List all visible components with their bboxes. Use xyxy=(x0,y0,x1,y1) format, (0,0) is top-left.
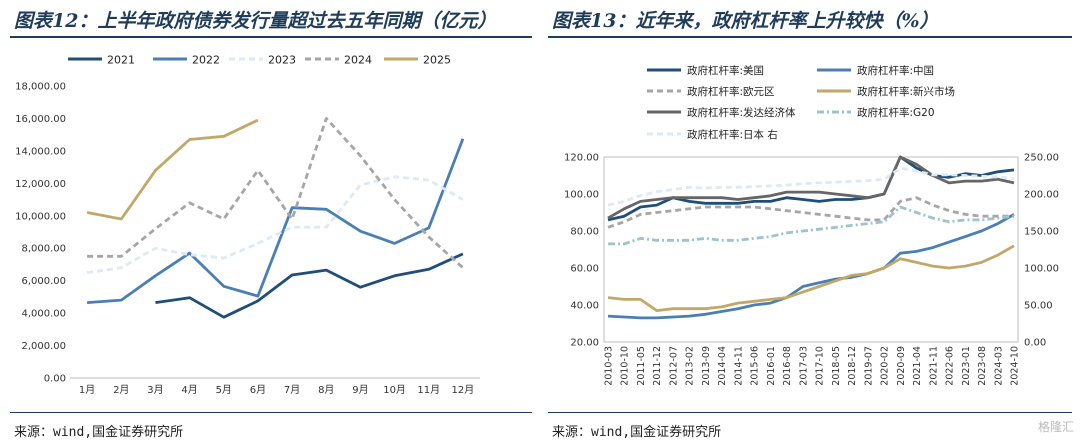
right-title-rule xyxy=(548,36,1072,38)
x-tick-label: 2015-06 xyxy=(750,346,761,386)
legend-label: 2023 xyxy=(268,54,296,67)
legend-label: 政府杠杆率:G20 xyxy=(857,106,935,119)
series-line-3 xyxy=(87,117,464,269)
y-left-tick-label: 120.00 xyxy=(564,153,599,164)
legend-label: 政府杠杆率:美国 xyxy=(687,64,764,77)
legend-label: 2022 xyxy=(192,54,220,67)
x-tick-label: 8月 xyxy=(318,384,334,396)
y-tick-label: 18,000.00 xyxy=(15,82,66,93)
y-right-tick-label: 100.00 xyxy=(1024,264,1059,275)
x-tick-label: 11月 xyxy=(417,384,440,396)
x-tick-label: 2024-03 xyxy=(993,346,1004,386)
legend-label: 政府杠杆率:欧元区 xyxy=(687,85,775,98)
x-tick-label: 2018-12 xyxy=(847,346,858,386)
y-right-tick-label: 250.00 xyxy=(1024,153,1059,164)
x-tick-label: 12月 xyxy=(452,384,475,396)
x-tick-label: 2022-06 xyxy=(945,346,956,386)
right-source-note: 来源：wind,国金证券研究所 xyxy=(552,425,722,440)
legend-label: 2021 xyxy=(107,54,135,67)
watermark-logo: 格隆汇 xyxy=(1037,420,1074,434)
right-source-rule xyxy=(548,412,1072,413)
x-tick-label: 2014-04 xyxy=(717,346,728,386)
x-tick-label: 2013-02 xyxy=(685,346,696,386)
x-tick-label: 2011-05 xyxy=(636,346,647,386)
y-tick-label: 8,000.00 xyxy=(21,244,66,255)
x-tick-label: 2024-10 xyxy=(1010,346,1021,386)
x-tick-label: 2月 xyxy=(113,384,129,396)
y-right-tick-label: 0.00 xyxy=(1024,338,1046,349)
left-chart: 0.00 2,000.00 4,000.00 6,000.00 8,000.00 10,0… xyxy=(15,54,480,396)
x-tick-label: 4月 xyxy=(181,384,197,396)
y-left-tick-label: 80.00 xyxy=(570,227,599,238)
series-line-0 xyxy=(155,252,464,319)
series-line-2 xyxy=(607,196,1014,229)
x-tick-label: 2020-09 xyxy=(896,346,907,386)
plot-frame xyxy=(603,156,1019,343)
x-tick-label: 2010-10 xyxy=(620,346,631,386)
y-left-tick-label: 20.00 xyxy=(570,338,599,349)
legend-label: 政府杠杆率:日本 右 xyxy=(687,128,778,141)
x-tick-label: 2017-03 xyxy=(798,346,809,386)
x-tick-label: 2020-02 xyxy=(880,346,891,386)
x-tick-label: 3月 xyxy=(147,384,163,396)
right-chart: 20.00 40.00 60.00 80.00 100.00 120.00 0.00 50.0… xyxy=(564,64,1059,386)
y-tick-label: 16,000.00 xyxy=(15,114,66,125)
y-right-tick-label: 200.00 xyxy=(1024,190,1059,201)
series-line-4 xyxy=(86,118,259,221)
x-tick-label: 2012-07 xyxy=(668,346,679,386)
y-tick-label: 2,000.00 xyxy=(21,341,66,352)
y-left-tick-label: 100.00 xyxy=(564,190,599,201)
x-tick-label: 1月 xyxy=(79,384,95,396)
y-left-tick-label: 40.00 xyxy=(570,301,599,312)
legend-label: 2024 xyxy=(344,54,372,67)
x-tick-label: 2021-04 xyxy=(912,346,923,386)
legend-label: 2025 xyxy=(423,54,451,67)
y-left-tick-label: 60.00 xyxy=(570,264,599,275)
series-line-3 xyxy=(607,244,1015,312)
x-tick-label: 2013-09 xyxy=(701,346,712,386)
x-tick-label: 2019-07 xyxy=(863,346,874,386)
legend-label: 政府杠杆率:中国 xyxy=(857,64,934,77)
x-tick-label: 5月 xyxy=(216,384,232,396)
x-tick-label: 10月 xyxy=(383,384,406,396)
x-tick-label: 6月 xyxy=(250,384,266,396)
x-tick-label: 2018-05 xyxy=(831,346,842,386)
y-tick-label: 14,000.00 xyxy=(15,146,66,157)
x-tick-label: 2023-08 xyxy=(977,346,988,386)
y-tick-label: 6,000.00 xyxy=(21,276,66,287)
series-line-6 xyxy=(607,166,1015,207)
legend-label: 政府杠杆率:新兴市场 xyxy=(857,85,955,98)
left-source-note: 来源：wind,国金证券研究所 xyxy=(14,425,184,440)
series-line-5 xyxy=(608,205,1015,246)
y-tick-label: 10,000.00 xyxy=(15,211,66,222)
x-tick-label: 2023-01 xyxy=(961,346,972,386)
x-tick-label: 2016-01 xyxy=(766,346,777,386)
series-line-1 xyxy=(86,138,465,304)
x-tick-label: 7月 xyxy=(284,384,300,396)
left-chart-title: 图表12：上半年政府债券发行量超过去五年同期（亿元） xyxy=(14,10,497,32)
series-line-1 xyxy=(607,213,1015,320)
y-tick-label: 0.00 xyxy=(44,374,66,385)
left-title-rule xyxy=(10,36,532,38)
x-tick-label: 2016-08 xyxy=(782,346,793,386)
y-tick-label: 12,000.00 xyxy=(15,179,66,190)
x-tick-label: 2017-10 xyxy=(815,346,826,386)
y-right-tick-label: 50.00 xyxy=(1024,301,1053,312)
y-right-tick-label: 150.00 xyxy=(1024,227,1059,238)
x-tick-label: 2011-12 xyxy=(652,346,663,386)
legend-label: 政府杠杆率:发达经济体 xyxy=(687,106,796,119)
y-tick-label: 4,000.00 xyxy=(21,309,66,320)
left-source-rule xyxy=(10,412,532,413)
x-tick-label: 2014-11 xyxy=(733,346,744,386)
x-tick-label: 9月 xyxy=(352,384,368,396)
x-tick-label: 2021-11 xyxy=(928,346,939,386)
right-chart-title: 图表13：近年来，政府杠杆率上升较快（%） xyxy=(552,10,939,32)
x-tick-label: 2010-03 xyxy=(604,346,615,386)
series-line-4 xyxy=(607,155,1015,220)
